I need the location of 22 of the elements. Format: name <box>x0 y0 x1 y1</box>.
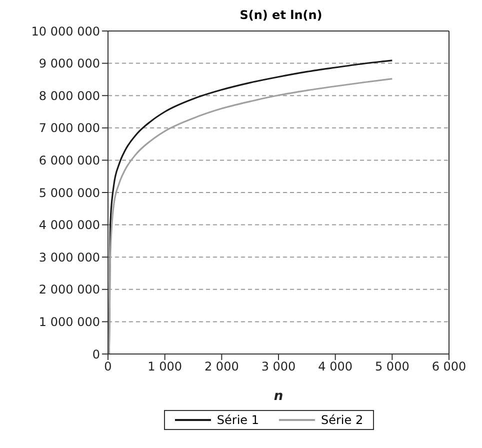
y-tick-label: 10 000 000 <box>31 24 100 38</box>
legend-label: Série 2 <box>320 413 364 427</box>
y-tick-label: 8 000 000 <box>38 88 100 103</box>
y-tick-label: 9 000 000 <box>38 56 100 71</box>
y-tick-label: 5 000 000 <box>38 186 100 200</box>
y-tick-label: 7 000 000 <box>38 121 100 136</box>
y-tick-label: 2 000 000 <box>38 282 100 297</box>
y-tick-label: 6 000 000 <box>38 153 100 168</box>
x-tick-label: 6 000 <box>432 360 466 374</box>
x-tick-label: 1 000 <box>148 360 182 374</box>
x-tick-label: 0 <box>104 360 112 374</box>
y-tick-label: 0 <box>92 347 100 362</box>
y-tick-label: 4 000 000 <box>38 218 100 232</box>
x-axis-title: n <box>274 389 284 404</box>
x-tick-label: 4 000 <box>318 360 353 374</box>
x-tick-label: 2 000 <box>204 360 239 374</box>
y-tick-label: 1 000 000 <box>38 314 100 329</box>
y-tick-label: 3 000 000 <box>38 250 100 264</box>
legend-label: Série 1 <box>216 413 259 427</box>
x-tick-label: 5 000 <box>374 360 410 374</box>
x-tick-label: 3 000 <box>261 360 296 374</box>
chart-title: S(n) et ln(n) <box>238 8 324 22</box>
